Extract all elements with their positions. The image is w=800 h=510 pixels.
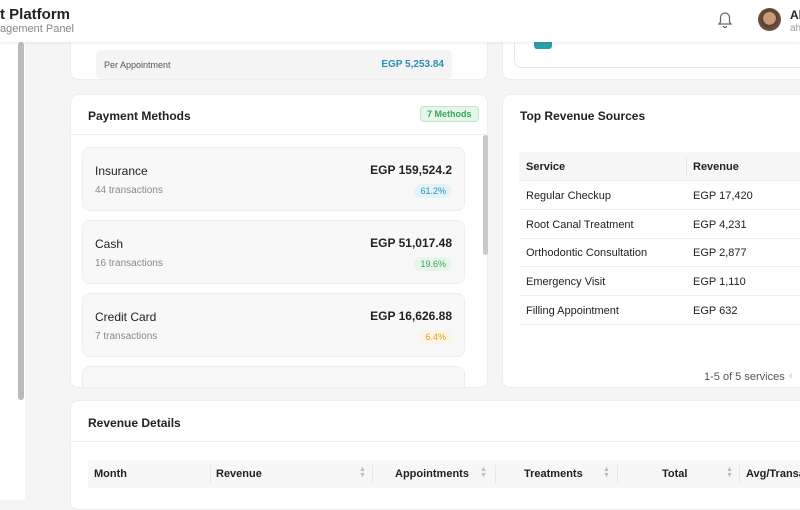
method-percent-badge: 6.4% — [419, 330, 452, 344]
payment-method-item[interactable]: Insurance 44 transactions EGP 159,524.2 … — [82, 147, 465, 211]
service-name: Regular Checkup — [526, 190, 611, 202]
per-appointment-box: Per Appointment EGP 5,253.84 — [96, 50, 452, 79]
service-revenue: EGP 17,420 — [693, 190, 753, 202]
column-service[interactable]: Service — [526, 161, 565, 173]
service-revenue: EGP 2,877 — [693, 247, 747, 259]
column-treatments[interactable]: Treatments — [524, 468, 583, 480]
payment-method-item[interactable]: Credit Card 7 transactions EGP 16,626.88… — [82, 293, 465, 357]
method-percent-badge: 61.2% — [414, 184, 452, 198]
sort-icon[interactable]: ▲▼ — [726, 467, 733, 479]
column-avg-transaction[interactable]: Avg/Transac — [746, 468, 800, 480]
method-name: Cash — [95, 237, 123, 251]
column-separator — [495, 465, 496, 483]
method-amount: EGP 51,017.48 — [370, 236, 452, 250]
payment-method-item-partial — [82, 366, 465, 387]
column-separator — [686, 158, 687, 176]
avatar[interactable] — [758, 8, 781, 31]
method-transactions: 44 transactions — [95, 185, 163, 196]
table-row[interactable]: Root Canal Treatment EGP 4,231 — [519, 210, 800, 239]
top-header: t Platform agement Panel Ah ah — [0, 0, 800, 42]
method-percent-badge: 19.6% — [414, 257, 452, 271]
app-title: t Platform — [0, 6, 70, 23]
table-row[interactable]: Filling Appointment EGP 632 — [519, 296, 800, 325]
methods-count-badge: 7 Methods — [420, 106, 479, 122]
app-subtitle: agement Panel — [0, 23, 74, 35]
divider — [71, 134, 487, 135]
service-revenue: EGP 632 — [693, 305, 737, 317]
column-separator — [372, 465, 373, 483]
service-revenue: EGP 1,110 — [693, 276, 746, 288]
commission-color-marker — [534, 42, 552, 49]
table-row[interactable]: Orthodontic Consultation EGP 2,877 — [519, 238, 800, 267]
per-appointment-label: Per Appointment — [104, 60, 171, 70]
column-separator — [210, 465, 211, 483]
bell-icon[interactable] — [717, 11, 733, 29]
per-appointment-value: EGP 5,253.84 — [381, 59, 444, 70]
user-name: Ah — [790, 8, 800, 22]
payment-methods-scrollbar[interactable] — [483, 135, 488, 255]
method-name: Credit Card — [95, 310, 156, 324]
pagination-info: 1-5 of 5 services — [704, 371, 785, 383]
chevron-left-icon[interactable]: ‹ — [789, 370, 793, 382]
column-appointments[interactable]: Appointments — [395, 468, 469, 480]
sort-icon[interactable]: ▲▼ — [603, 467, 610, 479]
service-name: Root Canal Treatment — [526, 219, 634, 231]
payment-method-item[interactable]: Cash 16 transactions EGP 51,017.48 19.6% — [82, 220, 465, 284]
revenue-table-header: Month Revenue ▲▼ Appointments ▲▼ Treatme… — [88, 460, 800, 488]
payment-methods-title: Payment Methods — [88, 109, 191, 123]
sort-icon[interactable]: ▲▼ — [359, 467, 366, 479]
column-revenue[interactable]: Revenue — [216, 468, 262, 480]
sort-icon[interactable]: ▲▼ — [480, 467, 487, 479]
service-name: Emergency Visit — [526, 276, 605, 288]
column-revenue[interactable]: Revenue — [693, 161, 739, 173]
service-name: Orthodontic Consultation — [526, 247, 647, 259]
column-separator — [739, 465, 740, 483]
column-month[interactable]: Month — [94, 468, 127, 480]
method-name: Insurance — [95, 164, 148, 178]
divider — [71, 441, 800, 442]
method-amount: EGP 159,524.2 — [370, 163, 452, 177]
table-header: Service Revenue — [519, 152, 800, 181]
column-total[interactable]: Total — [662, 468, 687, 480]
user-email: ah — [790, 23, 800, 34]
table-row[interactable]: Emergency Visit EGP 1,110 — [519, 267, 800, 296]
method-transactions: 7 transactions — [95, 331, 157, 342]
table-row[interactable]: Regular Checkup EGP 17,420 — [519, 181, 800, 210]
method-transactions: 16 transactions — [95, 258, 163, 269]
top-revenue-title: Top Revenue Sources — [520, 109, 645, 123]
revenue-details-title: Revenue Details — [88, 416, 181, 430]
service-name: Filling Appointment — [526, 305, 619, 317]
method-amount: EGP 16,626.88 — [370, 309, 452, 323]
service-revenue: EGP 4,231 — [693, 219, 747, 231]
column-separator — [617, 465, 618, 483]
sidebar-scrollbar[interactable] — [18, 42, 24, 400]
